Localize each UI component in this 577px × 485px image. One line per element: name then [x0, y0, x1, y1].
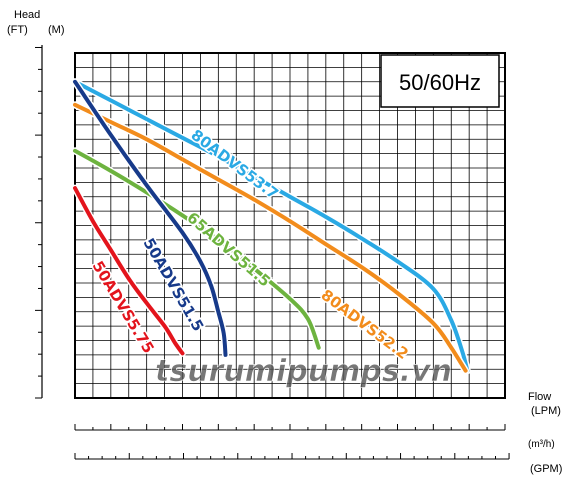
watermark: tsurumipumps.vn: [155, 354, 452, 389]
curve-80advs53-7: [73, 79, 470, 373]
curve-50advs5-75: [73, 186, 185, 356]
right-axis-unit: (M): [48, 24, 65, 36]
curve-50advs51-5: [73, 79, 228, 357]
plot-border: [74, 52, 506, 399]
left-axis-unit: (FT): [7, 24, 28, 36]
head-title: Head: [14, 9, 40, 21]
flow-unit-gpm: (GPM): [530, 463, 562, 475]
axes: [35, 45, 510, 460]
frequency-badge: 50/60Hz: [399, 70, 481, 95]
flow-title: Flow: [528, 391, 551, 403]
frequency-badge-box: [380, 54, 500, 108]
flow-unit-lpm: (LPM): [531, 405, 561, 417]
curve-65advs51-5: [73, 148, 321, 350]
flow-unit-m3h: (m³/h): [528, 439, 555, 450]
curve-80advs52-2: [73, 102, 468, 373]
